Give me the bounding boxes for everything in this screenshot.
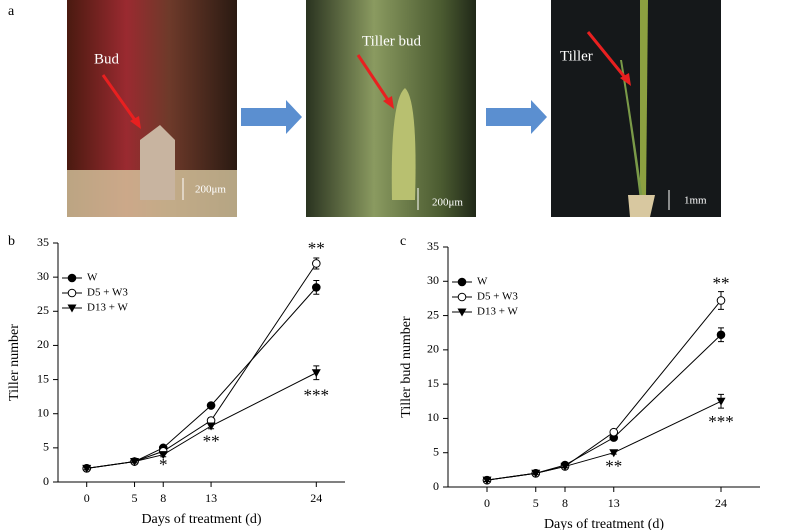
y-tick-label: 25 xyxy=(427,307,439,321)
flow-arrow xyxy=(241,100,302,134)
marker xyxy=(158,451,168,460)
significance-label: ** xyxy=(713,274,730,293)
x-tick-label: 0 xyxy=(84,491,90,505)
x-tick-label: 13 xyxy=(608,496,620,510)
y-tick-label: 0 xyxy=(433,479,439,493)
legend-label: D5 + W3 xyxy=(477,291,518,303)
legend-marker xyxy=(67,273,77,283)
marker xyxy=(531,469,541,478)
photo xyxy=(551,0,721,217)
chart: c 0 5 10 15 20 25 30 35 0 5 8 13 24 Days of treatment … xyxy=(399,234,760,530)
legend-label: D13 + W xyxy=(477,306,518,318)
legend-marker xyxy=(67,288,77,298)
photo-label: Tiller bud xyxy=(362,33,422,49)
significance-label: *** xyxy=(304,386,330,405)
photo-label: Tiller xyxy=(560,48,593,64)
x-tick-label: 0 xyxy=(484,496,490,510)
legend-label: W xyxy=(87,272,98,284)
x-tick-label: 24 xyxy=(715,496,727,510)
marker xyxy=(312,283,321,292)
y-axis-label: Tiller bud number xyxy=(399,316,414,418)
flow-arrow xyxy=(486,100,547,134)
pointer-arrow xyxy=(101,74,139,124)
significance-label: ** xyxy=(605,457,622,476)
scale-label: 200μm xyxy=(432,197,463,209)
pointer-arrow-head xyxy=(620,73,631,86)
marker xyxy=(716,330,726,340)
pointer-arrow-head xyxy=(383,96,394,109)
y-tick-label: 10 xyxy=(37,405,49,419)
tiller xyxy=(620,60,643,200)
y-tick-label: 15 xyxy=(37,371,49,385)
x-axis-label: Days of treatment (d) xyxy=(544,517,664,530)
marker xyxy=(206,401,216,410)
marker xyxy=(716,397,726,406)
photo-panel: a Bud 200μm Tiller bud 200μm Tiller 1mm xyxy=(8,0,721,217)
x-tick-label: 8 xyxy=(160,491,166,505)
photo-root xyxy=(628,195,655,217)
series-line xyxy=(86,372,317,469)
panel-label: b xyxy=(8,234,15,249)
marker xyxy=(311,369,321,378)
x-tick-label: 5 xyxy=(533,496,539,510)
series-line xyxy=(486,400,722,481)
x-axis-label: Days of treatment (d) xyxy=(141,512,261,527)
panel-label: c xyxy=(400,234,406,249)
series-line xyxy=(486,334,722,481)
bud xyxy=(391,88,416,200)
marker xyxy=(206,422,216,431)
y-tick-label: 35 xyxy=(427,239,439,253)
y-tick-label: 35 xyxy=(37,235,49,249)
y-tick-label: 5 xyxy=(43,440,49,454)
x-tick-label: 8 xyxy=(562,496,568,510)
legend-marker xyxy=(67,304,77,313)
y-tick-label: 20 xyxy=(427,342,439,356)
chart: b 0 5 10 15 20 25 30 35 0 5 8 13 24 Days of treatment … xyxy=(7,234,345,527)
y-tick-label: 30 xyxy=(37,269,49,283)
y-axis-label: Tiller number xyxy=(7,324,22,401)
significance-label: * xyxy=(159,455,168,474)
significance-label: *** xyxy=(708,412,734,431)
marker xyxy=(560,462,570,471)
y-tick-label: 30 xyxy=(427,273,439,287)
photo xyxy=(306,0,476,217)
stem xyxy=(640,0,648,200)
scale-label: 200μm xyxy=(195,184,226,196)
y-tick-label: 25 xyxy=(37,303,49,317)
significance-label: ** xyxy=(308,239,325,258)
scale-label: 1mm xyxy=(684,195,707,207)
y-tick-label: 5 xyxy=(433,444,439,458)
marker xyxy=(609,427,619,437)
x-tick-label: 13 xyxy=(205,491,217,505)
x-tick-label: 5 xyxy=(132,491,138,505)
marker xyxy=(716,296,726,305)
x-tick-label: 24 xyxy=(310,491,322,505)
y-tick-label: 20 xyxy=(37,337,49,351)
pointer-arrow-head xyxy=(130,116,141,129)
pointer-arrow xyxy=(356,54,392,104)
y-tick-label: 0 xyxy=(43,474,49,488)
marker xyxy=(312,259,321,268)
legend-label: D13 + W xyxy=(87,302,128,314)
y-tick-label: 10 xyxy=(427,410,439,424)
legend-marker xyxy=(457,308,467,317)
marker xyxy=(82,464,92,473)
legend-label: W xyxy=(477,276,488,288)
legend-marker xyxy=(457,277,467,287)
series-line xyxy=(486,300,722,481)
marker xyxy=(130,458,140,467)
panel-label: a xyxy=(8,4,15,19)
legend-marker xyxy=(457,292,467,302)
bud xyxy=(140,125,175,200)
marker xyxy=(482,476,492,485)
y-tick-label: 15 xyxy=(427,376,439,390)
pointer-arrow xyxy=(586,31,629,81)
significance-label: ** xyxy=(203,431,220,450)
marker xyxy=(609,449,619,458)
legend-label: D5 + W3 xyxy=(87,287,128,299)
photo-label: Bud xyxy=(94,51,120,67)
